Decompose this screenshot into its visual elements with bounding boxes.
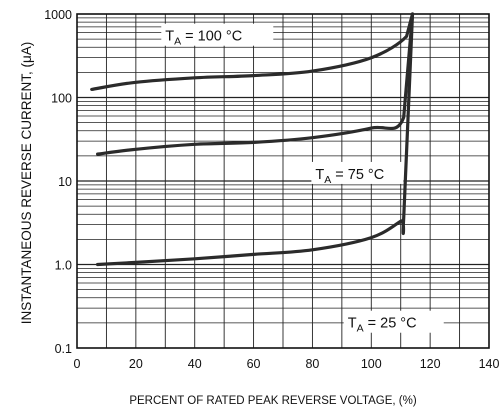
annotation-background xyxy=(311,161,404,184)
axes xyxy=(76,13,490,349)
x-axis-title: PERCENT OF RATED PEAK REVERSE VOLTAGE, (… xyxy=(129,395,417,407)
y-tick-label: 1000 xyxy=(44,8,72,22)
x-tick-label: 0 xyxy=(74,357,81,371)
plot-frame xyxy=(76,13,490,349)
annotation-background xyxy=(161,23,274,46)
x-tick-label: 60 xyxy=(247,357,261,371)
series-line xyxy=(90,12,415,91)
tick-labels: 0 20 40 60 80 100 120 140 0.1 1.0 10 100 1000 xyxy=(44,8,499,371)
x-tick-label: 120 xyxy=(420,357,441,371)
y-axis-title: INSTANTANEOUS REVERSE CURRENT, (μA) xyxy=(19,42,34,325)
y-tick-label: 0.1 xyxy=(55,342,72,356)
annotations: TA = 100 °C TA = 75 °C TA = 25 °C xyxy=(161,23,444,335)
x-tick-label: 140 xyxy=(479,357,500,371)
series-label: TA = 25 °C xyxy=(348,316,417,335)
y-tick-label: 1.0 xyxy=(55,259,72,273)
series-label: TA = 75 °C xyxy=(315,167,384,186)
x-tick-label: 100 xyxy=(361,357,382,371)
grid xyxy=(77,14,489,348)
series-line xyxy=(96,12,415,156)
y-tick-label: 100 xyxy=(51,92,72,106)
series-group xyxy=(90,12,415,267)
x-tick-label: 40 xyxy=(188,357,202,371)
series-line xyxy=(96,12,415,267)
series-label: TA = 100 °C xyxy=(165,29,242,48)
x-tick-label: 20 xyxy=(129,357,143,371)
y-tick-label: 10 xyxy=(58,175,72,189)
annotation-background xyxy=(343,310,444,333)
x-tick-label: 80 xyxy=(305,357,319,371)
